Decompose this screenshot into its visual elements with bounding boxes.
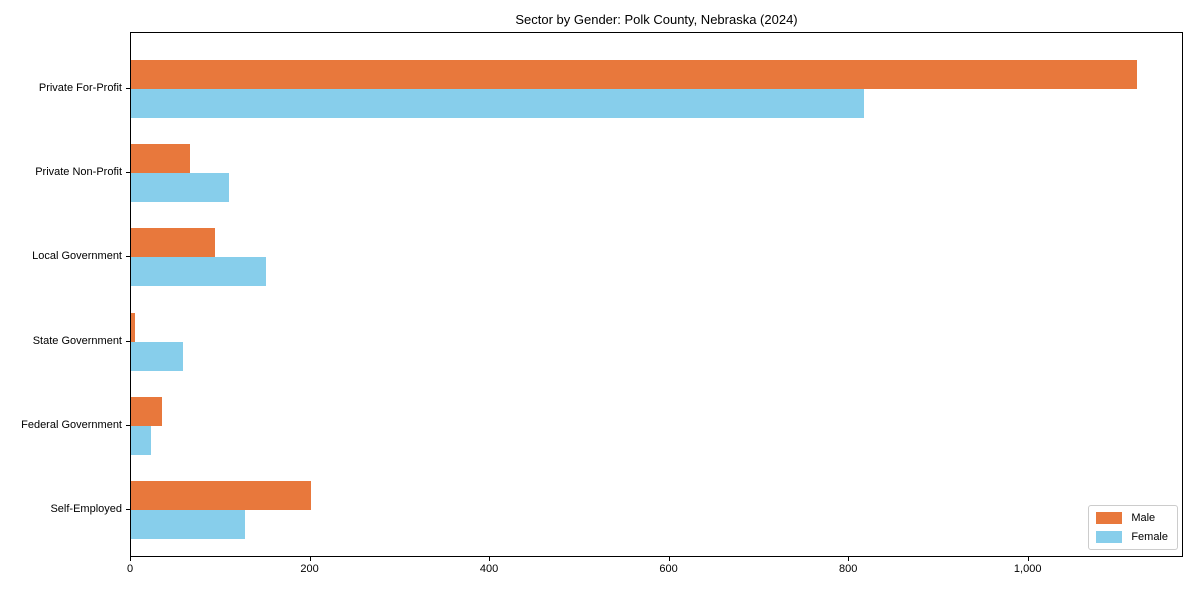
legend: Male Female — [1088, 505, 1178, 550]
y-label-private-non-profit: Private Non-Profit — [35, 166, 122, 179]
bar-female-federal-government — [131, 425, 151, 455]
y-tick-local-government — [126, 256, 130, 258]
bar-female-local-government — [131, 257, 266, 287]
bar-male-state-government — [131, 312, 135, 342]
x-tick-0 — [130, 557, 131, 561]
x-tick-600 — [668, 557, 670, 561]
bar-female-state-government — [131, 341, 183, 371]
chart-title: Sector by Gender: Polk County, Nebraska … — [515, 12, 798, 27]
bar-male-local-government — [131, 228, 215, 258]
x-tick-1-000 — [1027, 557, 1029, 561]
y-tick-self-employed — [126, 509, 130, 510]
bar-male-private-non-profit — [131, 144, 190, 174]
y-tick-federal-government — [126, 424, 130, 426]
legend-label-female: Female — [1131, 531, 1168, 543]
bar-female-private-non-profit — [131, 173, 229, 203]
legend-item-female: Female — [1096, 531, 1168, 543]
male-series-swatch — [1096, 512, 1123, 524]
x-tick-label-1-000: 1,000 — [1013, 563, 1042, 575]
female-series-swatch — [1096, 531, 1123, 543]
y-tick-state-government — [126, 340, 130, 342]
y-label-federal-government: Federal Government — [21, 418, 122, 431]
bar-female-private-for-profit — [131, 89, 864, 118]
y-label-private-for-profit: Private For-Profit — [38, 82, 122, 94]
y-tick-private-non-profit — [126, 172, 130, 174]
bar-male-federal-government — [131, 396, 162, 426]
x-tick-200 — [309, 557, 311, 561]
bar-female-self-employed — [131, 510, 245, 539]
legend-label-male: Male — [1131, 512, 1156, 524]
x-tick-label-800: 800 — [838, 563, 858, 575]
x-tick-label-200: 200 — [300, 563, 319, 575]
y-label-local-government: Local Government — [32, 250, 122, 263]
bar-male-private-for-profit — [131, 60, 1137, 89]
legend-item-male: Male — [1096, 512, 1168, 524]
x-tick-400 — [489, 557, 491, 561]
y-tick-private-for-profit — [126, 88, 130, 89]
bar-male-self-employed — [131, 481, 311, 510]
y-label-state-government: State Government — [32, 334, 122, 347]
y-label-self-employed: Self-Employed — [50, 503, 122, 515]
x-tick-label-400: 400 — [479, 563, 499, 575]
x-tick-800 — [848, 557, 850, 561]
x-tick-label-0: 0 — [126, 563, 134, 575]
x-tick-label-600: 600 — [659, 563, 678, 575]
plot-area: Male Female — [130, 32, 1183, 557]
